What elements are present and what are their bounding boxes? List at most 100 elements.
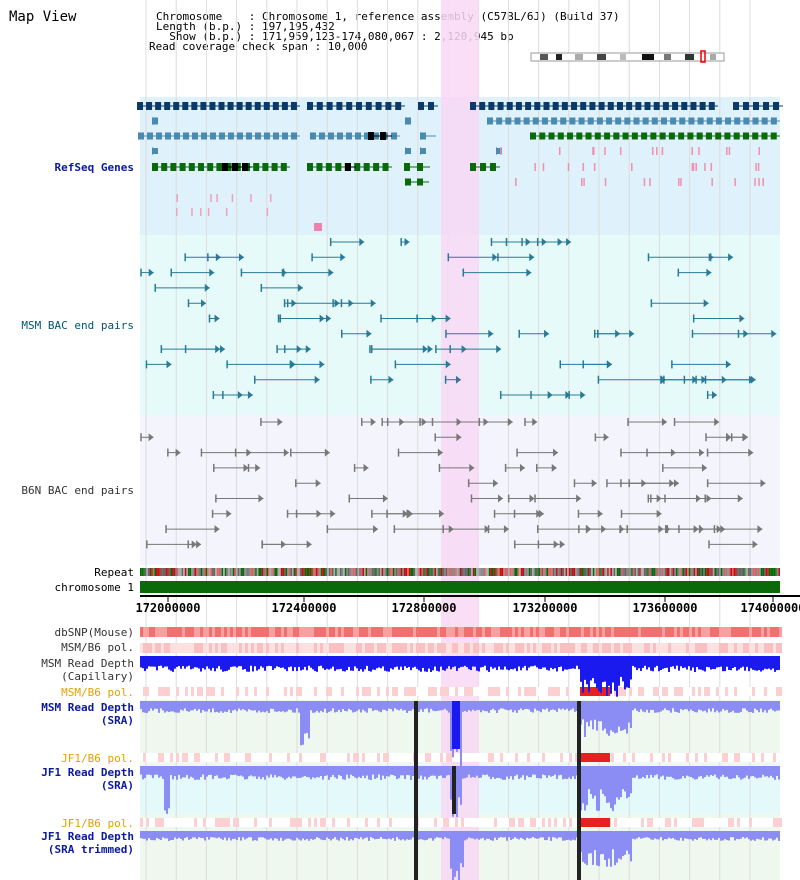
track-label-jf1-depth-sra[interactable]: JF1 Read Depth (SRA) [41,766,134,792]
track-label-msm-depth-capillary[interactable]: MSM Read Depth (Capillary) [41,657,134,683]
pol-strip [773,818,776,827]
pol-strip [545,643,548,653]
read-depth-bar [684,656,686,668]
repeat-mark [703,568,705,576]
read-depth-bar [204,831,206,841]
pol-strip [458,687,461,696]
repeat-mark [605,568,608,576]
pol-strip [515,643,518,653]
read-depth-bar [394,766,396,776]
read-depth-bar [684,701,686,710]
read-depth-bar [416,656,418,669]
repeat-mark [767,568,769,576]
pol-strip [248,687,251,696]
pol-strip [215,643,218,653]
read-depth-bar [742,701,744,709]
read-depth-bar [594,701,596,720]
gene-exon [761,132,768,140]
track-label-msm-b6-pol[interactable]: MSM/B6 pol. [61,641,134,654]
repeat-mark [724,568,726,576]
track-label-msm-bac[interactable]: MSM BAC end pairs [21,319,134,332]
pol-strip [632,687,635,696]
bac-end-arrow [529,494,535,503]
track-label-jf1-b6-pol[interactable]: JF1/B6 pol. [61,752,134,765]
read-depth-bar [188,701,190,712]
read-depth-bar [330,656,332,669]
read-depth-bar [392,831,394,839]
read-depth-bar [778,701,780,711]
ideogram-band [540,54,548,60]
repeat-mark [516,568,518,576]
pol-strip [749,643,752,653]
read-depth-bar [502,831,504,838]
track-label-dbsnp[interactable]: dbSNP(Mouse) [54,626,134,639]
dbsnp-strip [563,627,566,637]
dbsnp-strip [662,627,665,637]
repeat-mark [528,568,531,576]
read-depth-bar [350,656,352,671]
read-depth-bar [168,656,170,670]
read-depth-bar [746,701,748,711]
read-depth-bar [552,701,554,710]
pol-strip [257,643,260,653]
read-depth-bar [600,831,602,855]
track-label-refseq-genes[interactable]: RefSeq Genes [54,161,134,174]
dbsnp-strip [437,627,440,637]
read-depth-bar [306,766,308,777]
read-depth-bar [716,831,718,840]
read-depth-bar [270,766,272,775]
track-label-chromosome[interactable]: chromosome 1 [54,581,134,594]
read-depth-bar [640,701,642,710]
read-depth-bar [400,831,402,841]
track-label-jf1-b6-pol-trim[interactable]: JF1/B6 pol. [61,817,134,830]
repeat-mark [212,568,214,576]
pol-strip [395,818,398,827]
read-depth-bar [372,831,374,839]
repeat-mark [580,568,582,576]
pol-strip [524,643,527,653]
gene-exon [191,102,198,110]
read-depth-bar [690,831,692,840]
read-depth-bar [476,701,478,711]
bac-end-arrow [529,253,535,262]
read-depth-bar [520,701,522,709]
read-depth-bar [690,701,692,710]
read-depth-bar [436,701,438,711]
repeat-mark [672,568,675,576]
track-label-msm-b6-pol-sra[interactable]: MSM/B6 pol. [61,686,134,699]
pol-strip [563,643,566,653]
pol-strip [239,753,242,762]
gene-exon [264,132,270,140]
repeat-mark [759,568,761,576]
pol-strip [452,643,455,653]
read-depth-bar [716,766,718,778]
repeat-mark [365,568,368,576]
read-depth-bar [220,701,222,712]
read-depth-bar [484,656,486,666]
gene-exon [192,132,198,140]
dbsnp-strip [353,627,356,637]
pol-strip [737,643,740,653]
refseq-mark [592,147,594,155]
read-depth-bar [280,701,282,712]
gene-strand-arrow [496,147,501,155]
read-depth-bar [606,831,608,867]
track-label-jf1-depth-trimmed[interactable]: JF1 Read Depth (SRA trimmed) [41,830,134,856]
read-depth-bar [374,656,376,670]
bac-end-arrow [297,283,303,292]
read-depth-bar [716,656,718,668]
read-depth-bar [462,831,464,868]
pol-strip [428,687,431,696]
pol-strip [665,753,668,762]
track-label-msm-depth-sra[interactable]: MSM Read Depth (SRA) [41,701,134,727]
pol-strip [185,818,188,827]
read-depth-bar [764,656,766,669]
pol-strip [449,818,452,827]
track-label-repeat[interactable]: Repeat [94,566,134,579]
gene-exon [770,117,777,125]
read-depth-bar [386,656,388,672]
track-label-b6n-bac[interactable]: B6N BAC end pairs [21,484,134,497]
dbsnp-strip [389,627,392,637]
pol-strip [482,753,485,762]
